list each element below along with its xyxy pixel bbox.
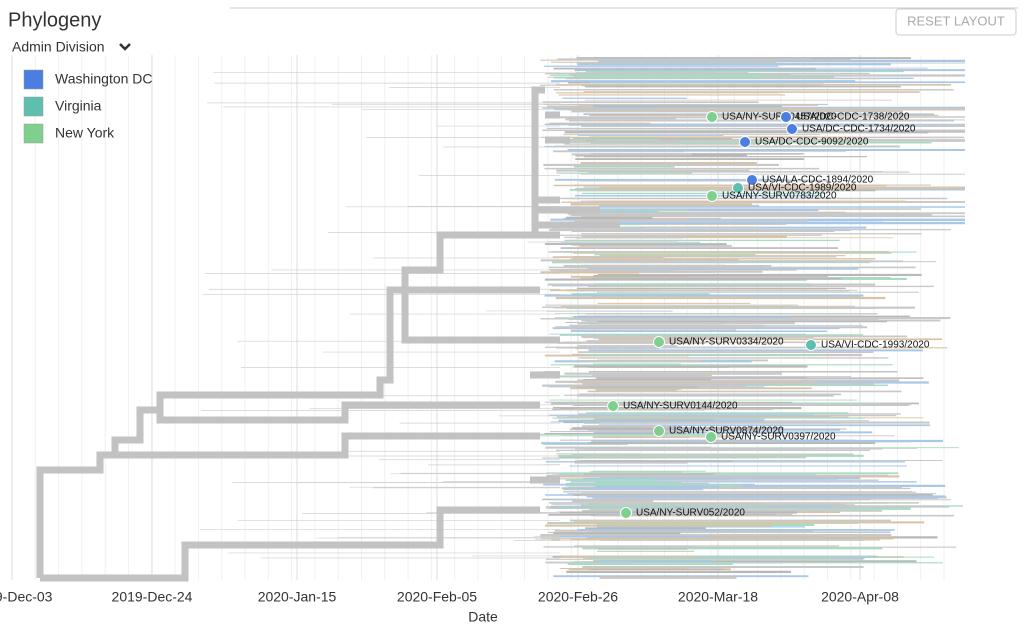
tip-marker[interactable]	[620, 507, 632, 519]
tip-marker[interactable]	[653, 425, 665, 437]
tip-label: USA/LA-CDC-1894/2020	[762, 175, 874, 186]
reset-button[interactable]	[895, 8, 1017, 36]
tip-marker[interactable]	[780, 111, 792, 123]
x-tick-label: 2019-Dec-24	[112, 589, 193, 605]
dropdown-chevron[interactable]	[119, 43, 131, 51]
tip-marker[interactable]	[739, 136, 751, 148]
tip-label: USA/NY-SURV052/2020	[636, 508, 745, 519]
tip-label: USA/NY-SURV0144/2020	[623, 401, 738, 412]
tip-label: USA/NY-SURV0783/2020	[722, 191, 837, 202]
panel-title: Phylogeny	[8, 9, 101, 31]
tip-marker[interactable]	[653, 336, 665, 348]
x-axis-label: Date	[468, 609, 498, 625]
legend-label[interactable]: New York	[55, 125, 115, 141]
x-tick-label: 2019-Dec-03	[0, 589, 53, 605]
tip-marker[interactable]	[746, 174, 758, 186]
tip-label: USA/NY-SURV0457/2020	[722, 112, 837, 123]
tip-marker[interactable]	[706, 111, 718, 123]
x-tick-label: 2020-Jan-15	[258, 589, 337, 605]
legend-swatch[interactable]	[23, 96, 44, 117]
tip-marker[interactable]	[706, 190, 718, 202]
reset-button-label[interactable]: RESET LAYOUT	[907, 13, 1005, 28]
tip-label: USA/DC-CDC-1738/2020	[796, 112, 910, 123]
tip-label: USA/NY-SURV0397/2020	[721, 432, 836, 443]
tip-marker[interactable]	[805, 339, 817, 351]
tip-marker[interactable]	[705, 431, 717, 443]
legend-swatch[interactable]	[23, 69, 44, 90]
x-tick-label: 2020-Feb-26	[538, 589, 618, 605]
x-tick-label: 2020-Feb-05	[397, 589, 477, 605]
tree-backbone	[36, 86, 620, 582]
tip-marker[interactable]	[607, 400, 619, 412]
tip-marker[interactable]	[732, 182, 744, 194]
tip-label: USA/VI-CDC-1989/2020	[748, 183, 857, 194]
tip-label: USA/NY-SURV0334/2020	[669, 337, 784, 348]
tip-label: USA/DC-CDC-9092/2020	[755, 137, 869, 148]
tip-label: USA/NY-SURV0874/2020	[669, 426, 784, 437]
legend-label[interactable]: Washington DC	[55, 71, 153, 87]
x-tick-label: 2020-Apr-08	[821, 589, 899, 605]
tip-label: USA/VI-CDC-1993/2020	[821, 340, 930, 351]
tip-marker[interactable]	[786, 123, 798, 135]
filter-label[interactable]: Admin Division	[12, 39, 105, 55]
legend-label[interactable]: Virginia	[55, 98, 102, 114]
tip-label: USA/DC-CDC-1734/2020	[802, 124, 916, 135]
x-tick-label: 2020-Mar-18	[678, 589, 758, 605]
legend-swatch[interactable]	[23, 123, 44, 144]
